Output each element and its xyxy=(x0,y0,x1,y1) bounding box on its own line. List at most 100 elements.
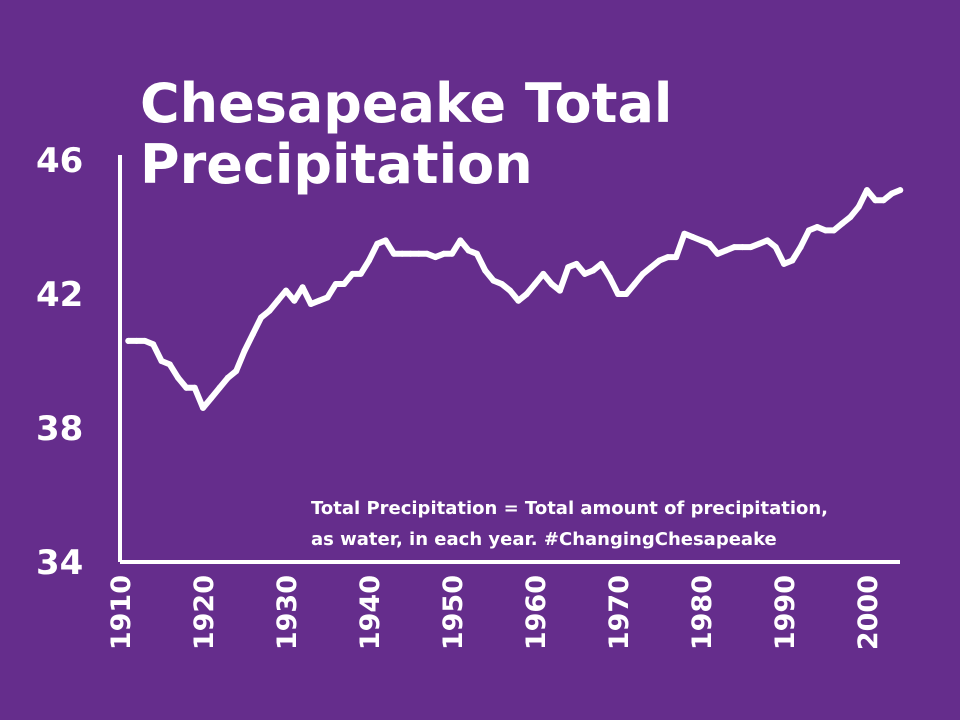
data-point xyxy=(366,257,372,264)
annotation: Total Precipitation = Total amount of pr… xyxy=(311,498,828,550)
data-point xyxy=(888,190,895,197)
data-point xyxy=(457,237,464,244)
data-point xyxy=(689,234,696,240)
data-point xyxy=(208,394,215,401)
data-point xyxy=(424,250,431,257)
data-point xyxy=(490,277,497,284)
data-point xyxy=(864,187,870,194)
data-point xyxy=(175,374,182,381)
data-point xyxy=(639,270,646,277)
data-point xyxy=(880,197,887,204)
data-point xyxy=(274,297,281,304)
data-point xyxy=(631,281,638,287)
data-point xyxy=(291,297,298,304)
data-point xyxy=(623,291,630,297)
x-tick-label: 1990 xyxy=(770,575,801,650)
data-point xyxy=(150,341,157,348)
x-tick-label: 1950 xyxy=(438,575,469,650)
y-tick-label: 46 xyxy=(36,141,83,181)
x-tick-label: 2000 xyxy=(853,575,884,650)
data-point xyxy=(797,244,804,251)
data-point xyxy=(664,254,671,261)
x-axis: 1910 1920 1930 1940 1950 1960 1970 1980 1990 2000 xyxy=(106,560,900,650)
x-tick-label: 1920 xyxy=(189,575,220,650)
data-point xyxy=(283,287,289,294)
annotation-line-1: Total Precipitation = Total amount of pr… xyxy=(311,498,828,519)
data-point xyxy=(432,254,439,261)
data-point xyxy=(183,384,190,391)
chart-title-line-2: Precipitation xyxy=(140,133,533,196)
data-point xyxy=(224,374,231,381)
x-tick-label: 1970 xyxy=(604,575,635,650)
data-point xyxy=(166,361,173,368)
x-tick-label: 1930 xyxy=(272,575,303,650)
data-point xyxy=(515,297,522,304)
data-point xyxy=(573,260,580,267)
x-tick-label: 1960 xyxy=(521,575,552,650)
data-point xyxy=(349,270,356,277)
data-point xyxy=(606,274,613,281)
data-point xyxy=(440,250,447,257)
x-tick-label: 1910 xyxy=(106,575,137,650)
data-point xyxy=(357,270,364,277)
data-point xyxy=(706,240,713,247)
data-point xyxy=(548,281,555,287)
data-point xyxy=(407,250,414,257)
data-point xyxy=(324,294,331,301)
data-point xyxy=(507,287,514,294)
data-point xyxy=(482,267,489,274)
data-point xyxy=(673,254,680,261)
x-tick-label: 1980 xyxy=(687,575,718,650)
data-point xyxy=(789,257,796,264)
data-point xyxy=(125,337,132,344)
data-point xyxy=(648,264,655,271)
chart-title: Chesapeake Total Precipitation xyxy=(140,72,672,196)
data-point xyxy=(266,307,273,314)
data-point xyxy=(141,337,148,344)
data-point xyxy=(473,250,480,257)
annotation-line-2: as water, in each year. #ChangingChesape… xyxy=(311,529,777,550)
data-point xyxy=(133,337,140,344)
data-point xyxy=(399,250,406,257)
data-point xyxy=(805,227,812,234)
data-point xyxy=(332,281,339,287)
data-point xyxy=(822,227,829,234)
data-point xyxy=(316,297,323,304)
data-point xyxy=(772,244,779,251)
data-point xyxy=(764,237,771,244)
data-point xyxy=(307,301,314,307)
y-tick-label: 42 xyxy=(36,275,83,315)
data-point xyxy=(590,267,597,274)
data-point xyxy=(847,214,854,220)
data-point xyxy=(415,250,422,257)
data-point xyxy=(498,281,505,287)
data-point xyxy=(191,384,198,391)
data-point xyxy=(341,281,348,287)
data-point xyxy=(532,281,538,287)
data-point xyxy=(465,247,472,254)
series-line xyxy=(125,187,904,411)
y-tick-label: 34 xyxy=(36,543,83,583)
data-point xyxy=(897,187,904,194)
data-point xyxy=(872,197,879,204)
data-point xyxy=(722,247,729,254)
data-point xyxy=(830,227,837,234)
data-point xyxy=(581,270,588,277)
data-point xyxy=(523,291,530,297)
data-point xyxy=(615,291,621,297)
data-point xyxy=(258,314,265,321)
data-point xyxy=(158,358,165,364)
y-axis: 46 42 38 34 xyxy=(36,141,122,583)
data-point xyxy=(855,203,862,210)
data-point xyxy=(299,284,306,291)
data-point xyxy=(698,237,704,244)
data-point xyxy=(565,264,572,271)
data-point xyxy=(714,250,721,257)
data-point xyxy=(382,237,389,244)
data-point xyxy=(839,220,846,227)
data-point xyxy=(216,384,223,391)
data-point xyxy=(390,250,397,257)
data-point xyxy=(556,287,563,294)
x-tick-label: 1940 xyxy=(355,575,386,650)
